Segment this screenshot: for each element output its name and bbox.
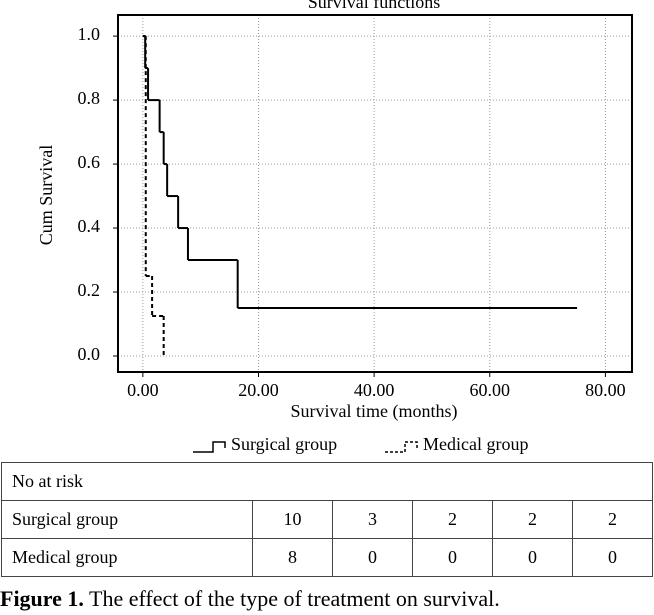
table-cell: 2 (412, 500, 493, 539)
table-row: Medical group 8 0 0 0 0 (1, 538, 653, 577)
table-cell: 0 (412, 538, 493, 577)
legend-symbol (193, 441, 226, 453)
y-tick-label: 1.0 (78, 24, 101, 44)
table-header: No at risk (1, 462, 653, 501)
y-tick-label: 0.6 (78, 152, 101, 172)
table-cell: 3 (332, 500, 413, 539)
y-tick-label: 0.0 (78, 344, 101, 364)
table-cell: 8 (252, 538, 333, 577)
x-tick-label: 80.00 (585, 380, 626, 400)
table-row: Surgical group 10 3 2 2 2 (1, 500, 653, 539)
table-cell: 2 (572, 500, 653, 539)
risk-table: No at risk Surgical group 10 3 2 2 2 Medical g… (1, 462, 653, 577)
table-cell: 2 (492, 500, 573, 539)
chart-title: Survival functions (308, 0, 441, 12)
chart: Survival functions Survival time (months… (36, 0, 633, 454)
x-tick-label: 40.00 (354, 380, 395, 400)
x-tick-label: 20.00 (238, 380, 279, 400)
legend-label: Medical group (423, 434, 528, 454)
x-tick-label: 0.00 (127, 380, 159, 400)
row-label: Surgical group (1, 500, 253, 539)
y-tick-label: 0.2 (78, 280, 101, 300)
legend-symbol (385, 441, 418, 453)
plot-frame (117, 14, 633, 373)
y-tick-label: 0.8 (78, 88, 101, 108)
y-axis-label: Cum Survival (36, 145, 56, 246)
caption-text: The effect of the type of treatment on s… (89, 586, 500, 611)
caption: Figure 1. The effect of the type of trea… (0, 586, 500, 612)
row-label: Medical group (1, 538, 253, 577)
table-cell: 10 (252, 500, 333, 539)
x-axis-label: Survival time (months) (291, 401, 458, 422)
table-cell: 0 (332, 538, 413, 577)
table-cell: 0 (572, 538, 653, 577)
table-cell: 0 (492, 538, 573, 577)
x-tick-label: 60.00 (470, 380, 511, 400)
y-tick-label: 0.4 (78, 216, 101, 236)
caption-label: Figure 1. (0, 586, 84, 611)
legend-label: Surgical group (231, 434, 337, 454)
